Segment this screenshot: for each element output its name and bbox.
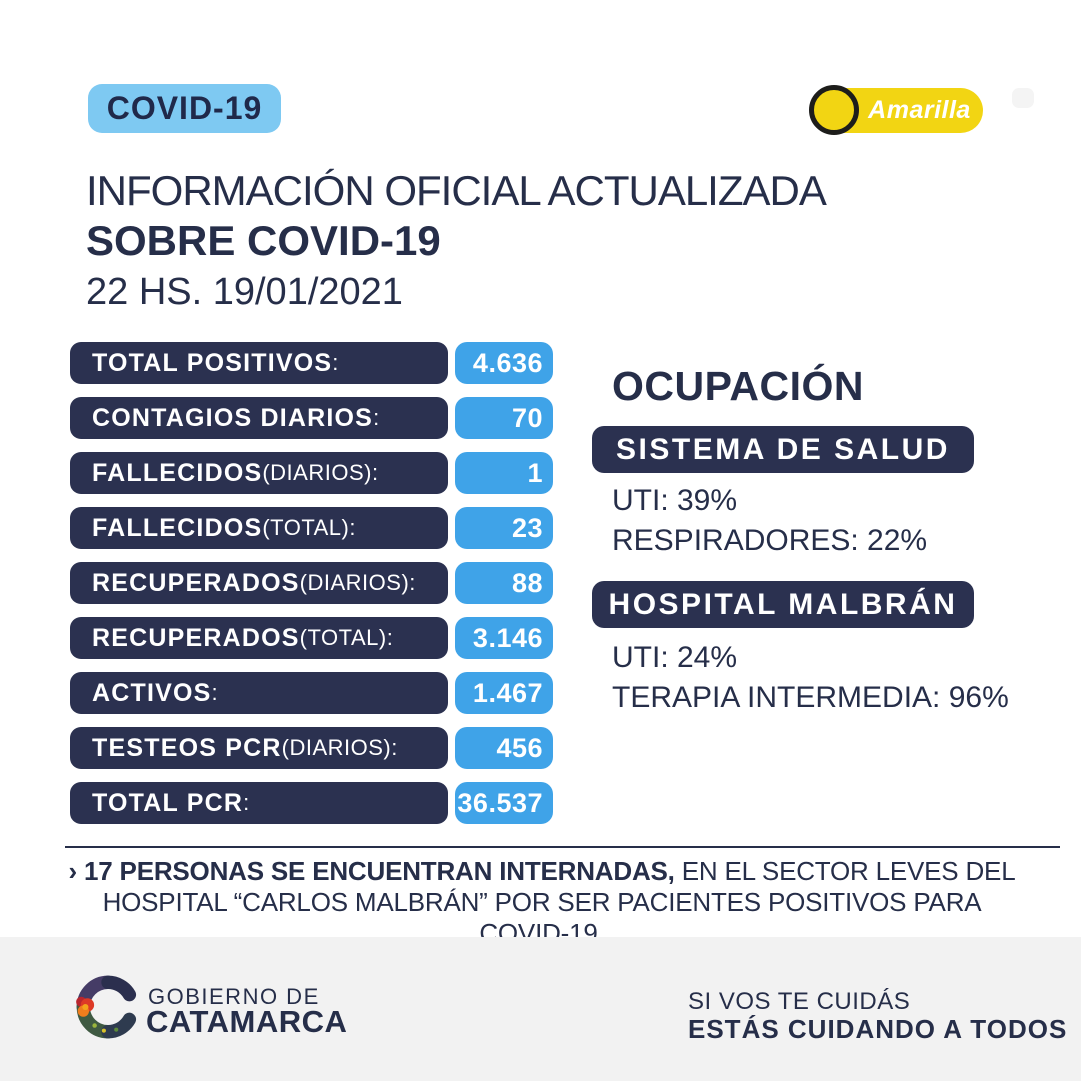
slogan-line-1: SI VOS TE CUIDÁS	[688, 988, 911, 1015]
slogan-line-2: ESTÁS CUIDANDO A TODOS	[688, 1014, 1068, 1044]
uti-sistema-salud: UTI: 39%	[612, 484, 738, 517]
note-bold-text: › 17 PERSONAS SE ENCUENTRAN INTERNADAS,	[68, 856, 675, 886]
stat-label: RECUPERADOS (DIARIOS):	[70, 562, 448, 604]
uti-hospital-malbran: UTI: 24%	[612, 641, 738, 674]
stat-row-fallecidos-diarios: FALLECIDOS (DIARIOS): 1	[70, 452, 553, 494]
footer-band	[0, 937, 1081, 1081]
section-title-sistema-de-salud: SISTEMA DE SALUD	[592, 426, 974, 473]
stat-label: RECUPERADOS (TOTAL):	[70, 617, 448, 659]
title-line-2: SOBRE COVID-19	[86, 217, 441, 264]
logo-text-gobierno-de: GOBIERNO DE	[148, 984, 320, 1009]
stat-value: 70	[455, 397, 553, 439]
stat-value: 23	[455, 507, 553, 549]
terapia-intermedia-hospital-malbran: TERAPIA INTERMEDIA: 96%	[612, 681, 1009, 714]
stat-row-activos: ACTIVOS: 1.467	[70, 672, 553, 714]
stat-value: 36.537	[455, 782, 553, 824]
stat-row-contagios-diarios: CONTAGIOS DIARIOS: 70	[70, 397, 553, 439]
stat-label: ACTIVOS:	[70, 672, 448, 714]
stat-label: TOTAL POSITIVOS:	[70, 342, 448, 384]
stat-row-recuperados-diarios: RECUPERADOS (DIARIOS): 88	[70, 562, 553, 604]
stat-label: FALLECIDOS (TOTAL):	[70, 507, 448, 549]
hospitalization-note: › 17 PERSONAS SE ENCUENTRAN INTERNADAS, …	[68, 856, 1016, 949]
catamarca-c-logo	[76, 975, 137, 1039]
stat-label: TESTEOS PCR (DIARIOS):	[70, 727, 448, 769]
yellow-circle-icon	[809, 85, 859, 135]
report-datetime: 22 HS. 19/01/2021	[86, 271, 403, 313]
stat-value: 1	[455, 452, 553, 494]
stat-label: FALLECIDOS (DIARIOS):	[70, 452, 448, 494]
section-title-hospital-malbran: HOSPITAL MALBRÁN	[592, 581, 974, 628]
covid-19-badge: COVID-19	[88, 84, 281, 133]
stat-value: 1.467	[455, 672, 553, 714]
watermark-artifact	[1012, 88, 1034, 108]
stat-row-total-pcr: TOTAL PCR: 36.537	[70, 782, 553, 824]
stat-value: 4.636	[455, 342, 553, 384]
respiradores-sistema-salud: RESPIRADORES: 22%	[612, 524, 928, 557]
stat-row-testeos-pcr-diarios: TESTEOS PCR (DIARIOS): 456	[70, 727, 553, 769]
stat-row-fallecidos-total: FALLECIDOS (TOTAL): 23	[70, 507, 553, 549]
stat-label: CONTAGIOS DIARIOS:	[70, 397, 448, 439]
occupation-heading: OCUPACIÓN	[612, 363, 865, 409]
logo-text-catamarca: CATAMARCA	[146, 1004, 348, 1039]
stat-label: TOTAL PCR:	[70, 782, 448, 824]
stat-value: 88	[455, 562, 553, 604]
stat-value: 456	[455, 727, 553, 769]
stat-value: 3.146	[455, 617, 553, 659]
stat-row-recuperados-total: RECUPERADOS (TOTAL): 3.146	[70, 617, 553, 659]
horizontal-divider	[65, 846, 1060, 848]
stat-row-total-positivos: TOTAL POSITIVOS: 4.636	[70, 342, 553, 384]
title-line-1: INFORMACIÓN OFICIAL ACTUALIZADA	[86, 167, 827, 214]
